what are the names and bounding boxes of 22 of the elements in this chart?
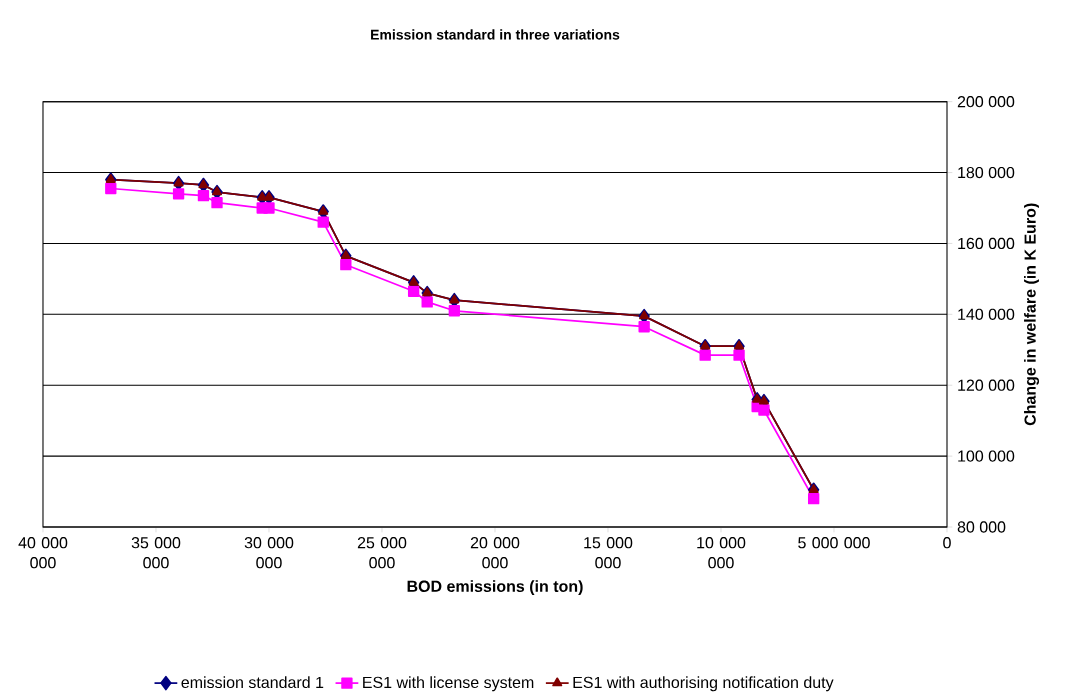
x-tick-label: 35 000 000 — [131, 537, 181, 569]
x-tick-label: 10 000 000 — [697, 537, 746, 569]
x-tick-label: 15 000 000 — [584, 537, 633, 569]
legend-label: ES1 with license system — [363, 676, 534, 692]
y-tick-label: 80 000 — [957, 521, 1006, 533]
y-tick-label: 200 000 — [957, 96, 1015, 108]
y-tick-label: 120 000 — [958, 379, 1015, 391]
x-tick-label: 40 000 000 — [18, 537, 68, 569]
chart-title: Emission standard in three variations — [371, 29, 620, 40]
y-tick-label: 180 000 — [958, 166, 1015, 179]
y-axis-title: Change in welfare (in K Euro) — [1024, 203, 1040, 426]
x-tick-label: 5 000 000 — [798, 537, 870, 549]
y-tick-label: 140 000 — [958, 308, 1015, 320]
x-tick-label: 25 000 000 — [357, 537, 407, 569]
y-tick-label: 160 000 — [958, 237, 1015, 250]
legend-label: emission standard 1 — [181, 676, 324, 689]
y-tick-label: 100 000 — [958, 450, 1015, 462]
x-tick-label: 20 000 000 — [470, 537, 520, 569]
x-tick-label: 30 000 000 — [244, 537, 294, 569]
x-tick-label: 0 — [943, 537, 951, 549]
legend-label: ES1 with authorising notification duty — [573, 676, 834, 692]
x-axis-title: BOD emissions (in ton) — [407, 580, 583, 596]
